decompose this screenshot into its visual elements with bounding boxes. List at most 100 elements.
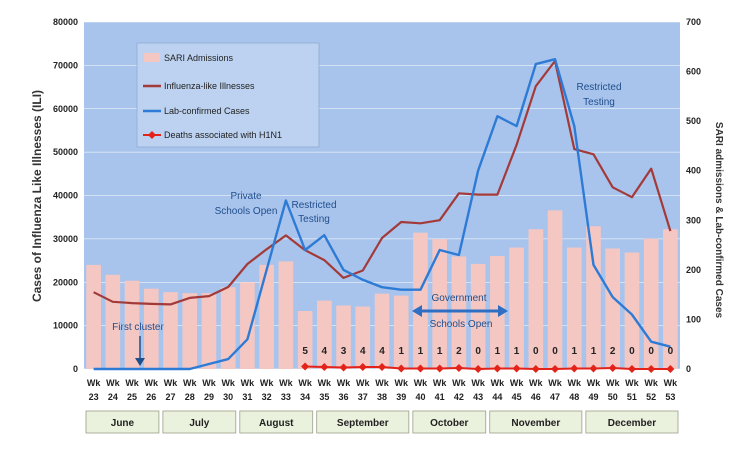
x-tick-label: Wk — [106, 378, 120, 388]
death-count-label: 5 — [302, 346, 308, 357]
x-tick-label: Wk — [471, 378, 485, 388]
x-tick-label: Wk — [510, 378, 524, 388]
x-tick-label: 45 — [512, 392, 522, 402]
x-tick-label: 37 — [358, 392, 368, 402]
month-bands: June July August September October November De… — [85, 410, 679, 434]
deaths-marker — [608, 364, 617, 373]
sari-bar — [336, 305, 351, 369]
x-tick-label: Wk — [279, 378, 293, 388]
x-tick-label: 31 — [242, 392, 252, 402]
x-tick-label: Wk — [568, 378, 582, 388]
y-axis-right-ticks: 0 100 200 300 400 500 600 700 — [686, 17, 701, 374]
y-tick-label: 0 — [73, 364, 78, 374]
x-tick-label: Wk — [318, 378, 332, 388]
x-tick-label: 26 — [146, 392, 156, 402]
y2-tick-label: 400 — [686, 166, 701, 176]
x-tick-label: 46 — [531, 392, 541, 402]
sari-bar — [374, 293, 390, 369]
y-axis-right-title: SARI admissions & Lab-confirmed Cases — [713, 122, 724, 319]
sari-bar — [355, 306, 371, 369]
sari-bar — [624, 252, 640, 369]
legend-label-deaths: Deaths associated with H1N1 — [164, 130, 282, 140]
death-count-label: 3 — [341, 346, 347, 357]
x-tick-label: 48 — [569, 392, 579, 402]
deaths-marker — [589, 364, 598, 373]
sari-bar — [86, 264, 101, 369]
x-tick-label: 39 — [396, 392, 406, 402]
annotations: First cluster Private Schools Open Restr… — [112, 82, 622, 366]
y-tick-label: 20000 — [53, 277, 78, 287]
x-tick-label: 44 — [492, 392, 502, 402]
y2-tick-label: 0 — [686, 364, 691, 374]
x-tick-label: Wk — [202, 378, 216, 388]
death-count-label: 2 — [610, 346, 616, 357]
death-count-label: 0 — [668, 346, 674, 357]
x-tick-label: Wk — [548, 378, 562, 388]
series-lines — [93, 58, 675, 373]
deaths-marker — [397, 364, 406, 373]
sari-bar — [163, 292, 178, 369]
deaths-marker — [666, 365, 675, 373]
annotation-private-2: Schools Open — [215, 206, 278, 217]
annotation-gov-2: Schools Open — [430, 319, 493, 330]
sari-bar — [605, 248, 621, 369]
x-tick-label: 28 — [185, 392, 195, 402]
x-tick-label: 29 — [204, 392, 214, 402]
sari-bar — [297, 311, 313, 369]
x-tick-label: 50 — [608, 392, 618, 402]
x-tick-label: 35 — [319, 392, 329, 402]
x-tick-label: Wk — [606, 378, 620, 388]
x-tick-label: 49 — [588, 392, 598, 402]
annotation-restricted2-2: Testing — [583, 97, 615, 108]
annotation-restricted-1: Restricted — [291, 200, 336, 211]
x-tick-label: Wk — [587, 378, 601, 388]
sari-bar — [278, 261, 294, 369]
deaths-marker — [512, 364, 521, 373]
x-tick-label: 43 — [473, 392, 483, 402]
x-tick-label: 36 — [339, 392, 349, 402]
sari-bar — [259, 264, 274, 369]
x-tick-label: Wk — [394, 378, 408, 388]
gov-arrowhead-right — [498, 305, 508, 317]
sari-bar — [663, 229, 678, 369]
x-tick-label: 32 — [262, 392, 272, 402]
x-tick-label: Wk — [433, 378, 447, 388]
x-tick-label: Wk — [337, 378, 351, 388]
deaths-marker — [301, 362, 310, 371]
x-tick-label: Wk — [529, 378, 543, 388]
legend-label-sari: SARI Admissions — [164, 53, 234, 63]
deaths-marker — [627, 365, 636, 373]
x-axis-labels: Wk 23 Wk 24 Wk 25 Wk 26 Wk 27 Wk 28 Wk 29 Wk 30 Wk 31 Wk 32… — [87, 378, 678, 402]
x-tick-label: Wk — [241, 378, 255, 388]
lab-confirmed-line — [93, 58, 671, 371]
x-tick-label: Wk — [164, 378, 178, 388]
legend-label-lab: Lab-confirmed Cases — [164, 106, 250, 116]
month-label: July — [189, 418, 209, 429]
x-tick-label: 47 — [550, 392, 560, 402]
x-tick-label: Wk — [644, 378, 658, 388]
x-tick-label: Wk — [145, 378, 159, 388]
gov-arrowhead-left — [412, 305, 422, 317]
deaths-marker — [493, 364, 502, 373]
deaths-marker — [339, 363, 348, 372]
x-tick-label: Wk — [183, 378, 197, 388]
death-count-label: 1 — [437, 346, 443, 357]
ili-line — [93, 59, 672, 306]
y-axis-left-ticks: 0 10000 20000 30000 40000 50000 60000 70000 8000… — [53, 17, 78, 374]
death-count-label: 1 — [571, 346, 577, 357]
x-tick-label: Wk — [260, 378, 274, 388]
x-tick-label: Wk — [625, 378, 639, 388]
legend-label-ili: Influenza-like Illnesses — [164, 81, 255, 91]
y2-tick-label: 200 — [686, 265, 701, 275]
month-label: November — [511, 418, 560, 429]
y-tick-label: 80000 — [53, 17, 78, 27]
x-tick-label: Wk — [491, 378, 505, 388]
month-band — [489, 410, 583, 434]
month-label: October — [430, 418, 468, 429]
sari-bars — [86, 210, 678, 369]
x-tick-label: Wk — [414, 378, 428, 388]
legend-marker-deaths — [148, 131, 156, 139]
y-axis-left-title: Cases of Influenza Like Illnesses (ILI) — [30, 90, 44, 302]
death-count-label: 0 — [648, 346, 654, 357]
legend-box — [136, 42, 320, 148]
